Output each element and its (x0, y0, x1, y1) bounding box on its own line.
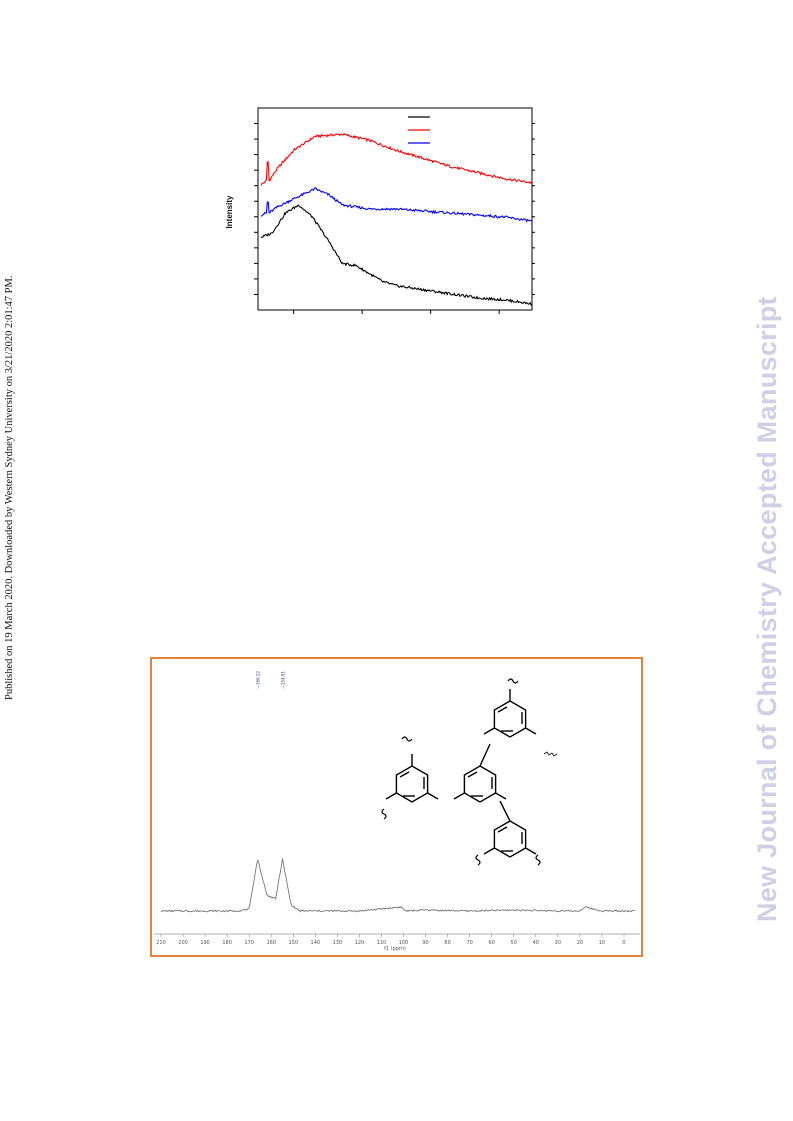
nmr-peak-label: —154.91 (280, 671, 285, 689)
xrd-y-axis-label: Intensity (225, 195, 234, 228)
publication-notice: Published on 19 March 2020. Downloaded b… (4, 275, 15, 700)
nmr-x-axis-label: f1 (ppm) (384, 946, 406, 952)
nmr-x-ticks: 210 200 190 180 170 160 150 140 130 120 110 100 90 80… (156, 934, 626, 946)
nmr-spectrum: —166.22 —154.91 (154, 671, 640, 952)
nmr-x-tick-label: 110 (377, 940, 387, 946)
xrd-series-line (260, 204, 533, 306)
xrd-series-line (260, 132, 533, 186)
journal-watermark: New Journal of Chemistry Accepted Manusc… (752, 296, 782, 922)
xrd-series-group (260, 132, 533, 306)
nmr-x-tick-label: 170 (244, 940, 254, 946)
structure-drawing (381, 678, 558, 866)
nmr-x-tick-label: 40 (533, 940, 539, 946)
nmr-peak-labels: —166.22 —154.91 (256, 671, 286, 689)
xrd-series-line (260, 187, 533, 223)
nmr-x-tick-label: 30 (555, 940, 561, 946)
nmr-x-tick-label: 210 (156, 940, 166, 946)
xrd-legend (408, 116, 430, 144)
nmr-x-tick-label: 0 (622, 940, 625, 946)
nmr-x-tick-label: 80 (444, 940, 450, 946)
nmr-x-tick-label: 20 (577, 940, 583, 946)
nmr-x-tick-label: 130 (333, 940, 343, 946)
nmr-x-tick-label: 120 (355, 940, 365, 946)
nmr-x-tick-label: 190 (200, 940, 210, 946)
nmr-x-tick-label: 10 (599, 940, 605, 946)
xrd-plot-frame (257, 107, 533, 311)
nmr-x-tick-label: 200 (178, 940, 188, 946)
xrd-ticks (254, 123, 535, 314)
nmr-spectrum-line (161, 858, 636, 913)
nmr-x-tick-label: 180 (222, 940, 232, 946)
nmr-figure-frame: —166.22 —154.91 (150, 657, 643, 957)
nmr-x-tick-label: 60 (489, 940, 495, 946)
nmr-x-tick-label: 140 (311, 940, 321, 946)
nmr-x-tick-label: 150 (289, 940, 299, 946)
nmr-x-tick-label: 70 (466, 940, 472, 946)
nmr-x-tick-label: 160 (266, 940, 276, 946)
nmr-x-tick-label: 100 (399, 940, 409, 946)
nmr-series-group (161, 858, 636, 913)
nmr-x-tick-label: 90 (422, 940, 428, 946)
nmr-peak-label: —166.22 (256, 671, 261, 689)
nmr-x-tick-label: 50 (511, 940, 517, 946)
xrd-chart: Intensity (225, 107, 535, 314)
